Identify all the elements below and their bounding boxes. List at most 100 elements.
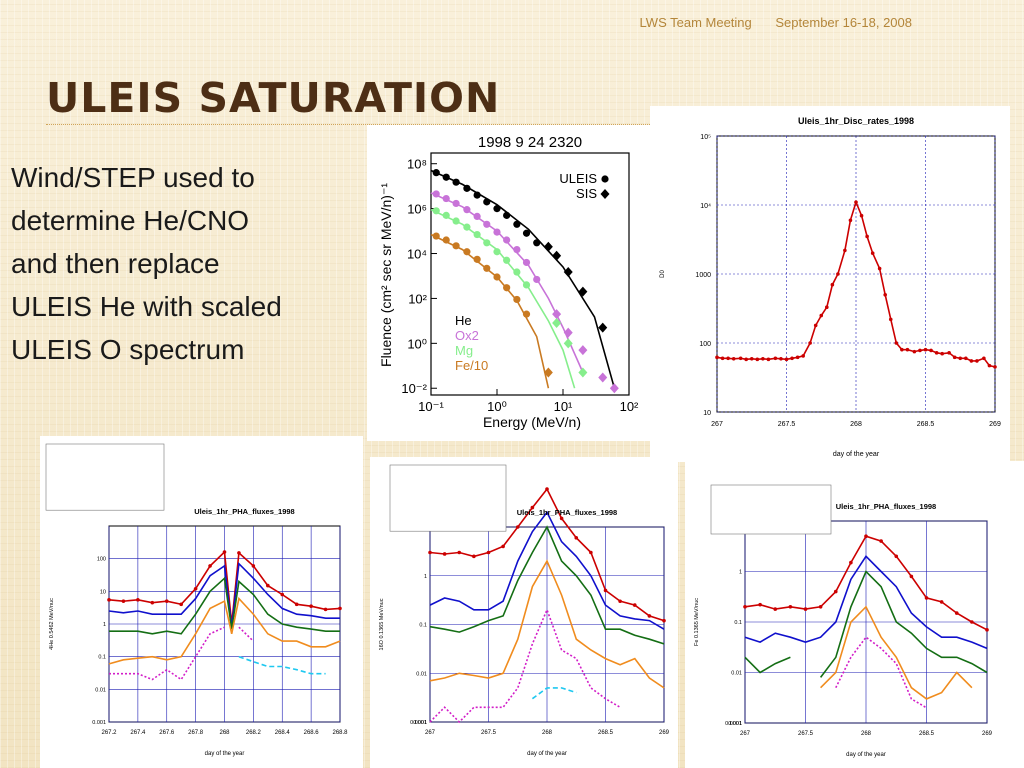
flux-point <box>833 589 838 594</box>
flux-point <box>909 574 914 579</box>
rate-point <box>969 359 974 363</box>
body-line: ULEIS O spectrum <box>11 334 245 365</box>
rate-point <box>888 317 893 322</box>
rate-point <box>795 355 800 360</box>
rate-point <box>958 356 963 361</box>
x-tick-label: 269 <box>659 730 670 736</box>
sis-point <box>598 372 608 383</box>
chart-title: 1998 9 24 2320 <box>478 134 582 151</box>
y-tick-label: 10 <box>703 410 711 417</box>
uleis-point <box>522 229 531 237</box>
flux-point <box>530 505 535 510</box>
title-divider <box>46 124 656 126</box>
fluence-spectrum-chart: 1998 9 24 2320 10⁻¹ 10⁰ 10¹ 10² 10⁸ 10⁶ 10⁴ 10² 1… <box>367 125 651 441</box>
flux-line <box>238 626 254 642</box>
iron-flux-chart: 267267.5268268.52691010.10.010.0010.0001… <box>685 461 1024 768</box>
flux-point <box>237 551 241 555</box>
flux-line <box>531 687 577 700</box>
sis-point <box>578 345 588 356</box>
y-tick-label: 10⁸ <box>407 157 427 172</box>
y-tick-label: 0.001 <box>413 720 427 726</box>
sis-point <box>552 309 562 320</box>
flux-point <box>985 628 989 632</box>
rate-point <box>731 357 736 361</box>
iron-flux-svg: 267267.5268268.52691010.10.010.0010.0001… <box>694 484 993 758</box>
uleis-point <box>473 191 481 199</box>
x-tick-label: 267.4 <box>130 730 146 736</box>
flux-line <box>108 550 341 625</box>
rate-point <box>912 349 917 354</box>
flux-point <box>618 599 622 604</box>
x-tick-label: 268.4 <box>275 730 291 736</box>
flux-point <box>773 607 778 611</box>
y-tick-label: 0.01 <box>416 671 427 677</box>
chart-title: Uleis_1hr_PHA_fluxes_1998 <box>836 502 936 511</box>
flux-point <box>803 607 808 611</box>
x-tick-label: 268 <box>861 731 872 737</box>
flux-line <box>744 656 791 674</box>
rate-point <box>870 251 875 256</box>
flux-point <box>179 602 183 607</box>
disc-rates-chart: Uleis_1hr_Disc_rates_1998 267 267.5 268 268.… <box>650 106 1010 462</box>
flux-point <box>442 552 447 556</box>
body-line: and then replace <box>11 248 220 279</box>
flux-point <box>486 550 491 555</box>
x-tick-label: 10⁻¹ <box>418 399 444 414</box>
rate-point <box>940 351 944 356</box>
rate-point <box>923 347 928 352</box>
uleis-point <box>513 268 521 276</box>
flux-point <box>864 534 868 539</box>
uleis-point <box>483 264 491 272</box>
rate-point <box>738 356 743 361</box>
oxygen-flux-chart: 267267.5268268.52691010.10.010.0010.0001… <box>370 457 678 768</box>
x-axis-label: day of the year <box>205 751 245 757</box>
rate-point <box>755 357 760 362</box>
sis-point <box>563 327 573 338</box>
y-tick-label: 10 <box>100 589 106 595</box>
flux-point <box>222 550 227 554</box>
rate-point <box>773 356 778 361</box>
rate-point <box>801 354 805 358</box>
flux-point <box>457 550 462 555</box>
fit-curve <box>430 169 616 389</box>
y-tick-label: 0.001 <box>92 720 106 726</box>
x-tick-label: 268.8 <box>332 730 348 736</box>
rate-point <box>715 355 719 360</box>
rate-point <box>825 305 829 310</box>
flux-line <box>109 576 340 635</box>
y-tick-label: 1 <box>424 574 427 580</box>
x-tick-label: 269 <box>989 421 1001 428</box>
marker-legend-label: ULEIS <box>559 171 597 186</box>
x-tick-label: 267 <box>425 730 436 736</box>
slide-title: ULEIS SATURATION <box>46 74 501 122</box>
y-tick-label: 1 <box>103 622 106 628</box>
flux-line <box>108 596 341 665</box>
marker-legend-label: SIS <box>576 186 597 201</box>
x-tick-label: 10⁰ <box>487 399 507 414</box>
flux-point <box>136 598 140 602</box>
flux-point <box>121 599 126 603</box>
flux-point <box>849 560 853 565</box>
rate-point <box>836 272 840 276</box>
y-tick-label: 10² <box>408 291 427 306</box>
rate-point <box>744 357 748 362</box>
uleis-point <box>503 211 511 219</box>
y-tick-label: 0.01 <box>731 671 742 677</box>
uleis-point <box>483 198 491 206</box>
chart-title: Uleis_1hr_PHA_fluxes_1998 <box>194 507 294 516</box>
y-tick-label: 0.01 <box>95 687 106 693</box>
uleis-point <box>463 223 471 231</box>
marker-legend-symbol <box>601 175 609 183</box>
flux-point <box>545 487 549 491</box>
flux-point <box>818 604 823 609</box>
uleis-point <box>522 310 531 318</box>
x-tick-label: 268.5 <box>598 730 614 736</box>
body-line: Wind/STEP used to <box>11 162 255 193</box>
flux-point <box>501 544 505 549</box>
uleis-point <box>452 178 460 186</box>
sis-point <box>543 367 553 378</box>
uleis-point <box>432 169 440 177</box>
flux-point <box>924 596 929 600</box>
meeting-dates: September 16-18, 2008 <box>775 15 912 30</box>
series-legend-label: Ox2 <box>455 328 479 343</box>
